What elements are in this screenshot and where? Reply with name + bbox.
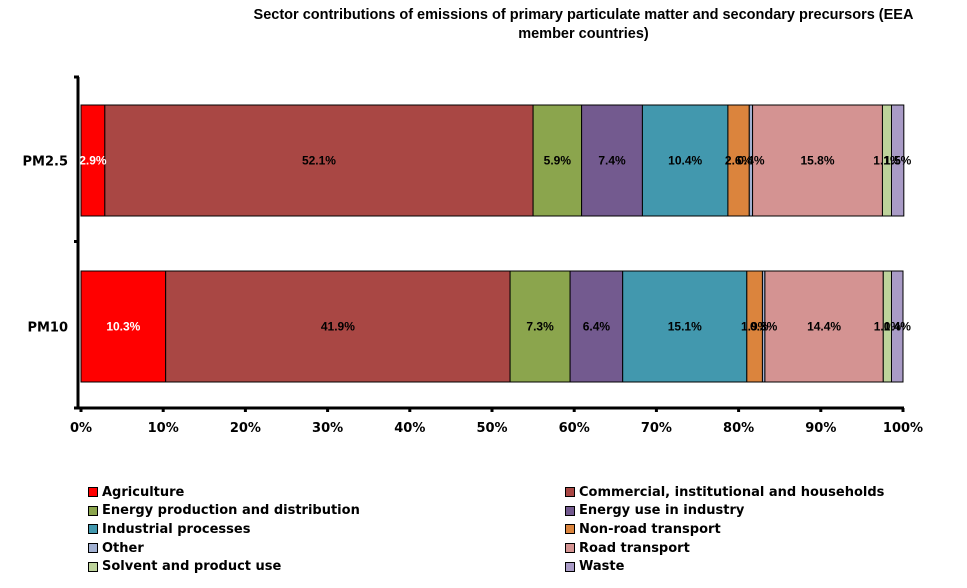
legend-label: Solvent and product use: [102, 559, 282, 575]
data-label: 41.9%: [321, 320, 355, 334]
tick-labels-group: 0% 10% 20% 30% 40% 50% 60% 70% 80% 90% 100%: [70, 421, 923, 436]
legend-item-energy-production-and-distribution: Energy production and distribution: [88, 502, 360, 520]
legend-swatch: [88, 561, 98, 572]
legend-swatch: [565, 561, 575, 572]
legend-label: Commercial, institutional and households: [579, 484, 885, 500]
bar-segment-pm10-commercial-institutional-and-households: [165, 270, 511, 383]
data-label: 5.9%: [544, 154, 572, 168]
bar-segment-pm10-energy-use-in-industry: [569, 270, 624, 383]
data-label: 1.5%: [884, 154, 912, 168]
legend-swatch: [565, 487, 575, 497]
data-label: 2.6%: [725, 154, 753, 168]
legend-label: Industrial processes: [102, 521, 251, 537]
chart-canvas: 2.9% 52.1% 5.9% 7.4% 10.4% 2.6%0.4% 15.8% 1.1%1…: [23, 75, 923, 436]
legend-swatch: [88, 487, 98, 497]
data-label: 10.4%: [668, 154, 702, 168]
x-tick-label: 70%: [641, 421, 672, 436]
bar-segment-pm10-agriculture: [80, 270, 167, 383]
data-label: 15.1%: [668, 320, 702, 334]
legend-label: Other: [102, 540, 144, 556]
data-label: 0.4%: [737, 154, 765, 168]
x-tick-label: 20%: [230, 421, 261, 436]
legend-swatch: [565, 524, 575, 535]
legend-item-non-road-transport: Non-road transport: [565, 520, 721, 538]
data-label: 2.9%: [79, 154, 107, 168]
legend-swatch: [565, 543, 575, 554]
segment-labels-group: 2.9% 52.1% 5.9% 7.4% 10.4% 2.6%0.4% 15.8% 1.1%1…: [79, 154, 911, 334]
x-tick-label: 100%: [883, 421, 923, 436]
legend-item-other: Other: [88, 539, 144, 557]
legend-item-industrial-processes: Industrial processes: [88, 520, 250, 538]
data-label: 10.3%: [106, 320, 140, 334]
category-label: PM10: [27, 321, 68, 336]
bar-segment-pm25-waste: [890, 104, 905, 217]
legend-label: Agriculture: [102, 484, 185, 500]
legend-swatch: [88, 505, 98, 516]
data-label: 14.4%: [807, 320, 841, 334]
bar-segment-pm10-waste: [890, 270, 904, 383]
bars-group: [80, 104, 905, 383]
x-tick-label: 50%: [476, 421, 507, 436]
legend-item-agriculture: Agriculture: [88, 483, 184, 501]
x-tick-label: 80%: [723, 421, 754, 436]
x-tick-label: 10%: [148, 421, 179, 436]
legend-item-commercial-institutional-and-households: Commercial, institutional and households: [565, 483, 884, 501]
legend-item-solvent-and-product-use: Solvent and product use: [88, 558, 281, 576]
legend-label: Road transport: [579, 540, 690, 556]
bar-segment-pm25-road-transport: [752, 104, 883, 217]
legend-label: Non-road transport: [579, 521, 721, 537]
legend-item-road-transport: Road transport: [565, 539, 690, 557]
x-tick-label: 0%: [70, 421, 92, 436]
legend-label: Energy use in industry: [579, 503, 745, 519]
legend-swatch: [88, 524, 98, 535]
chart-title-line-1: Sector contributions of emissions of pri…: [253, 7, 914, 23]
legend-label: Waste: [579, 559, 625, 575]
data-label: 0.3%: [750, 320, 778, 334]
legend-item-waste: Waste: [565, 558, 624, 576]
data-label: 52.1%: [302, 154, 336, 168]
data-label: 1.0%: [874, 320, 902, 334]
x-tick-label: 40%: [394, 421, 425, 436]
bar-segment-pm25-energy-use-in-industry: [581, 104, 643, 217]
category-label: PM2.5: [23, 155, 69, 170]
chart-title: Sector contributions of emissions of pri…: [200, 6, 967, 44]
bar-segment-pm10-road-transport: [764, 270, 884, 383]
category-labels-group: PM2.5 PM10: [23, 155, 69, 336]
bar-segment-pm10-industrial-processes: [622, 270, 748, 383]
bar-segment-pm25-commercial-institutional-and-households: [104, 104, 534, 217]
data-label: 1.1%: [873, 154, 901, 168]
legend-item-energy-use-in-industry: Energy use in industry: [565, 502, 744, 520]
bar-segment-pm25-energy-production-and-distribution: [532, 104, 583, 217]
data-label: 6.4%: [583, 320, 611, 334]
legend-label: Energy production and distribution: [102, 503, 360, 519]
axes-group: [74, 75, 905, 412]
data-label: 15.8%: [800, 154, 834, 168]
x-tick-label: 30%: [312, 421, 343, 436]
data-label: 7.3%: [526, 320, 554, 334]
chart-title-line-2: member countries): [518, 26, 649, 42]
x-tick-label: 60%: [559, 421, 590, 436]
x-tick-label: 90%: [805, 421, 836, 436]
data-label: 7.4%: [598, 154, 626, 168]
legend-swatch: [565, 505, 575, 516]
legend-swatch: [88, 543, 98, 554]
data-label: 1.9%: [741, 320, 769, 334]
data-label: 1.4%: [884, 320, 912, 334]
